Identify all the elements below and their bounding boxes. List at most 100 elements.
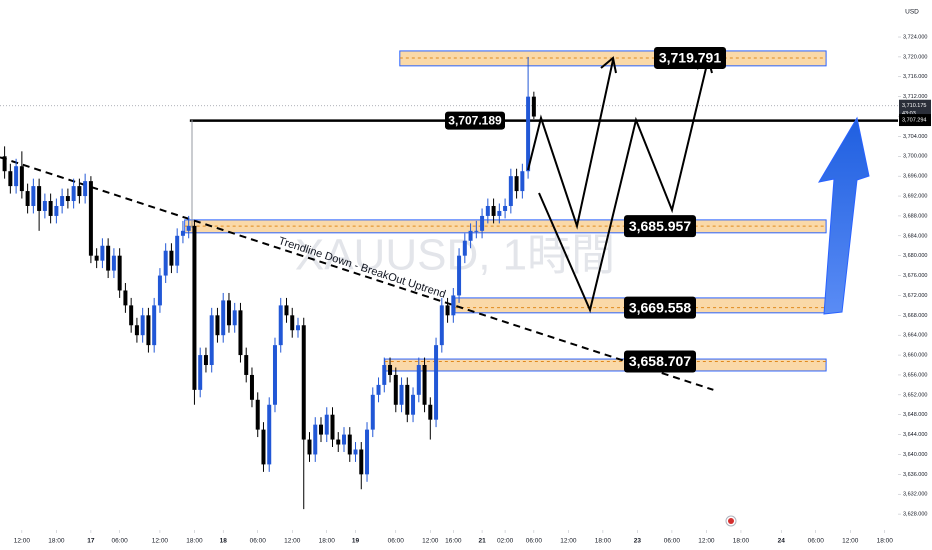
candle-body <box>152 305 157 346</box>
x-tick-label: 18:00 <box>319 538 336 545</box>
candle-body <box>169 250 174 266</box>
candle-body <box>520 171 525 192</box>
x-tick-label: 12:00 <box>284 538 301 545</box>
candle-body <box>485 205 490 216</box>
candle-body <box>111 255 116 271</box>
drawing-layer: 3,719.791 3,707.189 3,685.957 3,669.558 3,65… <box>191 46 870 527</box>
candle-body <box>388 365 393 375</box>
x-tick-label: 02:00 <box>497 538 514 545</box>
x-tick-label: 12:00 <box>560 538 577 545</box>
y-tick-label: 3,660.000 <box>903 353 927 359</box>
level-label-box <box>624 215 696 238</box>
candle-body <box>468 230 473 241</box>
candle-body <box>480 215 485 231</box>
y-tick-label: 3,696.000 <box>903 174 927 180</box>
level-label: 3,707.189 <box>448 114 502 128</box>
x-tick-label: 23 <box>634 538 642 545</box>
time-axis <box>0 530 932 550</box>
candle-body <box>457 255 462 296</box>
candle-body <box>462 240 467 256</box>
candle-body <box>221 300 226 336</box>
candle-body <box>175 235 180 266</box>
currency-label: USD <box>905 9 919 16</box>
x-tick-label: 12:00 <box>698 538 715 545</box>
candle-body <box>65 196 70 202</box>
candle-body <box>491 205 496 216</box>
x-tick-label: 12:00 <box>422 538 439 545</box>
candle-body <box>25 191 30 206</box>
candle-body <box>8 171 13 187</box>
candle-body <box>249 374 254 400</box>
candle-body <box>140 315 145 336</box>
projection-arrowhead <box>600 56 617 74</box>
candle-body <box>117 255 122 291</box>
candle-body <box>180 230 185 236</box>
candle-body <box>439 305 444 346</box>
candle-body <box>203 355 208 366</box>
candle-body <box>209 315 214 366</box>
candle-body <box>2 156 7 172</box>
candle-body <box>278 305 283 346</box>
candle-body <box>100 245 105 261</box>
x-tick-label: 18:00 <box>595 538 612 545</box>
y-tick-label: 3,700.000 <box>903 154 927 160</box>
candle-body <box>198 355 203 390</box>
candle-body <box>301 325 306 440</box>
event-marker-flag <box>728 518 734 524</box>
y-tick-label: 3,668.000 <box>903 313 927 319</box>
candle-body <box>244 355 249 375</box>
level-label-box <box>624 296 696 319</box>
x-tick-label: 16:00 <box>445 538 462 545</box>
candle-body <box>261 429 266 465</box>
x-tick-label: 18:00 <box>186 538 203 545</box>
candle-body <box>146 315 151 346</box>
candle-body <box>37 186 42 211</box>
price-axis <box>898 0 932 550</box>
candle-body <box>514 176 519 192</box>
candle-body <box>497 210 502 216</box>
candle-body <box>342 434 347 445</box>
candle-body <box>365 429 370 475</box>
x-tick-label: 06:00 <box>388 538 405 545</box>
candle-body <box>106 245 111 271</box>
y-tick-label: 3,656.000 <box>903 372 927 378</box>
candle-body <box>48 201 53 216</box>
candle-body <box>347 434 352 455</box>
candle-body <box>405 384 410 415</box>
candle-body <box>319 424 324 435</box>
candle-body <box>526 96 531 172</box>
candle-body <box>267 404 272 465</box>
level-zone <box>384 358 827 372</box>
trendline <box>0 156 714 391</box>
x-tick-label: 24 <box>778 538 786 545</box>
projection-path <box>538 59 709 314</box>
candle-body <box>232 310 237 326</box>
x-tick-label: 12:00 <box>14 538 31 545</box>
x-tick-label: 06:00 <box>664 538 681 545</box>
x-tick-label: 12:00 <box>152 538 169 545</box>
x-tick-label: 17 <box>87 538 95 545</box>
x-tick-label: 18:00 <box>48 538 65 545</box>
candle-body <box>163 250 168 276</box>
price-label-box <box>899 114 931 127</box>
y-tick-label: 3,672.000 <box>903 293 927 299</box>
candle-body <box>186 225 191 231</box>
candle-body <box>54 205 59 216</box>
candle-body <box>272 345 277 405</box>
candle-body <box>445 305 450 316</box>
level-label-box <box>445 111 505 130</box>
level-label: 3,669.558 <box>629 299 691 315</box>
candle-body <box>226 300 231 326</box>
candle-body <box>451 295 456 316</box>
candle-body <box>370 394 375 430</box>
candle-body <box>83 181 88 197</box>
y-tick-label: 3,640.000 <box>903 452 927 458</box>
candle-body <box>531 96 536 117</box>
candle-body <box>336 439 341 445</box>
candle-body <box>382 365 387 385</box>
level-label: 3,658.707 <box>629 353 691 369</box>
candle-body <box>14 166 19 187</box>
candle-body <box>393 374 398 405</box>
